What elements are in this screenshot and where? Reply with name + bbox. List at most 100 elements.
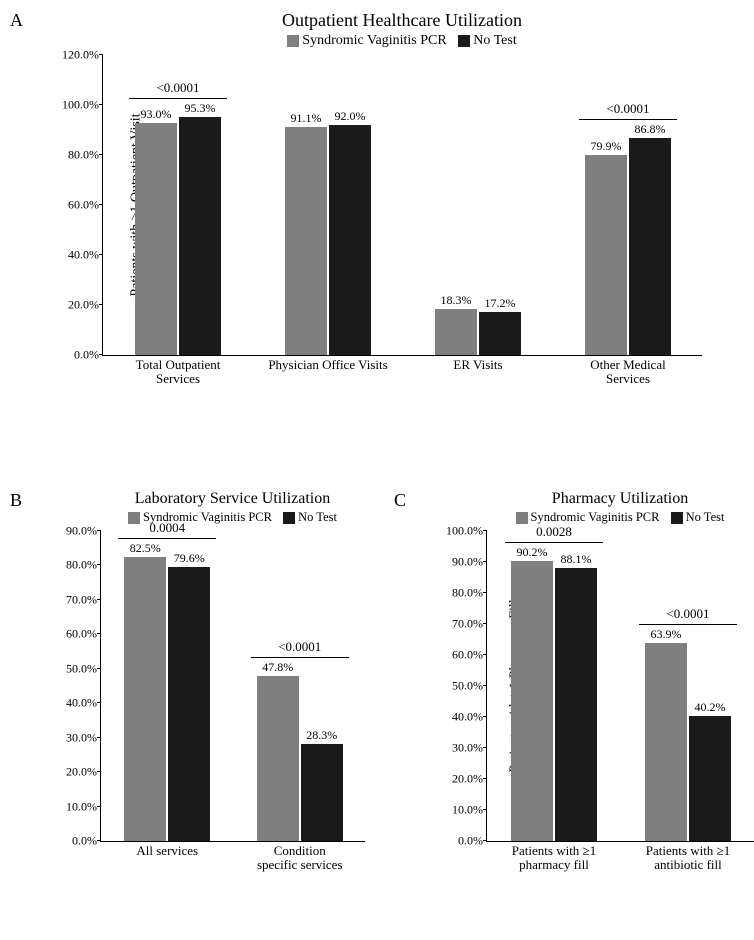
y-tick-label: 80.0%: [437, 586, 483, 601]
y-tick-label: 0.0%: [437, 834, 483, 849]
bar-value-label: 40.2%: [689, 700, 731, 715]
bar-value-label: 93.0%: [135, 107, 177, 122]
y-tick-label: 50.0%: [437, 679, 483, 694]
y-tick-mark: [99, 304, 103, 305]
panel-c-label: C: [394, 490, 406, 511]
panel-a: A Outpatient Healthcare Utilization Synd…: [10, 10, 754, 440]
y-tick-mark: [483, 530, 487, 531]
bar-value-label: 92.0%: [329, 109, 371, 124]
bar-series-2: 79.6%: [168, 567, 210, 841]
x-category-label: Total OutpatientServices: [103, 355, 253, 387]
p-value-annotation: 0.0004: [118, 520, 216, 539]
x-category-label: Other MedicalServices: [553, 355, 703, 387]
bar-series-2: 17.2%: [479, 312, 521, 355]
x-category-label: All services: [101, 841, 234, 858]
y-tick-mark: [99, 154, 103, 155]
panel-c: C Pharmacy Utilization Syndromic Vaginit…: [394, 490, 754, 930]
x-category-label: Conditionspecific services: [234, 841, 367, 873]
bar-series-1: 93.0%: [135, 123, 177, 356]
p-value-annotation: <0.0001: [579, 101, 677, 120]
panel-c-chart: Pharmacy Utilization Syndromic Vaginitis…: [486, 490, 754, 842]
y-tick-label: 50.0%: [51, 661, 97, 676]
bar-series-2: 95.3%: [179, 117, 221, 355]
y-tick-mark: [99, 204, 103, 205]
y-tick-label: 0.0%: [53, 348, 99, 363]
y-tick-label: 20.0%: [53, 298, 99, 313]
p-value-annotation: <0.0001: [251, 639, 349, 658]
bar-series-1: 91.1%: [285, 127, 327, 355]
y-tick-label: 30.0%: [437, 741, 483, 756]
bar-series-2: 86.8%: [629, 138, 671, 355]
bar-value-label: 82.5%: [124, 541, 166, 556]
bar-series-1: 63.9%: [645, 643, 687, 841]
p-value-annotation: <0.0001: [639, 606, 737, 625]
bar-value-label: 88.1%: [555, 552, 597, 567]
bar-series-1: 82.5%: [124, 557, 166, 841]
swatch-s1: [287, 35, 299, 47]
bar-value-label: 47.8%: [257, 660, 299, 675]
panel-a-label: A: [10, 10, 23, 31]
bar-value-label: 95.3%: [179, 101, 221, 116]
y-tick-label: 90.0%: [437, 555, 483, 570]
legend-s1-label: Syndromic Vaginitis PCR: [531, 510, 660, 524]
y-tick-label: 60.0%: [51, 627, 97, 642]
y-tick-mark: [483, 685, 487, 686]
bar-value-label: 63.9%: [645, 627, 687, 642]
y-tick-label: 100.0%: [437, 524, 483, 539]
y-tick-mark: [97, 633, 101, 634]
y-tick-mark: [483, 809, 487, 810]
swatch-s2: [283, 512, 295, 524]
y-tick-label: 10.0%: [51, 799, 97, 814]
panel-a-legend: Syndromic Vaginitis PCR No Test: [102, 33, 702, 49]
legend-series-2: No Test: [671, 510, 725, 525]
y-tick-label: 60.0%: [437, 648, 483, 663]
panel-c-title: Pharmacy Utilization: [486, 490, 754, 508]
legend-series-1: Syndromic Vaginitis PCR: [516, 510, 660, 525]
row-bc: B Laboratory Service Utilization Syndrom…: [10, 490, 754, 930]
bar-series-1: 47.8%: [257, 676, 299, 841]
bar-series-1: 18.3%: [435, 309, 477, 355]
y-tick-mark: [99, 254, 103, 255]
y-tick-mark: [483, 654, 487, 655]
panel-b-title: Laboratory Service Utilization: [100, 490, 365, 508]
y-tick-mark: [483, 747, 487, 748]
swatch-s1: [516, 512, 528, 524]
panel-b-chart: Laboratory Service Utilization Syndromic…: [100, 490, 365, 842]
y-tick-mark: [97, 668, 101, 669]
swatch-s2: [671, 512, 683, 524]
bar-series-2: 40.2%: [689, 716, 731, 841]
bar-value-label: 86.8%: [629, 122, 671, 137]
panel-b-plot: Patients with ≥1 Laboratory Event 0.0%10…: [100, 531, 365, 842]
bar-value-label: 91.1%: [285, 111, 327, 126]
y-tick-label: 20.0%: [51, 765, 97, 780]
bar-series-1: 90.2%: [511, 561, 553, 841]
y-tick-label: 30.0%: [51, 730, 97, 745]
legend-s2-label: No Test: [686, 510, 725, 524]
bar-value-label: 79.6%: [168, 551, 210, 566]
y-tick-mark: [97, 702, 101, 703]
panel-a-title: Outpatient Healthcare Utilization: [102, 10, 702, 31]
y-tick-mark: [99, 104, 103, 105]
bar-value-label: 90.2%: [511, 545, 553, 560]
y-tick-label: 60.0%: [53, 198, 99, 213]
y-tick-mark: [97, 771, 101, 772]
y-tick-mark: [97, 599, 101, 600]
x-category-label: Physician Office Visits: [253, 355, 403, 372]
y-tick-label: 40.0%: [53, 248, 99, 263]
y-tick-label: 40.0%: [437, 710, 483, 725]
x-category-label: Patients with ≥1antibiotic fill: [621, 841, 754, 873]
panel-a-chart: Outpatient Healthcare Utilization Syndro…: [102, 10, 702, 356]
bar-value-label: 28.3%: [301, 728, 343, 743]
y-tick-label: 40.0%: [51, 696, 97, 711]
y-tick-label: 10.0%: [437, 803, 483, 818]
y-tick-mark: [99, 54, 103, 55]
y-tick-label: 70.0%: [51, 592, 97, 607]
y-tick-label: 80.0%: [51, 558, 97, 573]
p-value-annotation: <0.0001: [129, 80, 227, 99]
legend-series-2: No Test: [458, 33, 516, 49]
bar-value-label: 17.2%: [479, 296, 521, 311]
x-category-label: ER Visits: [403, 355, 553, 372]
legend-s1-label: Syndromic Vaginitis PCR: [302, 33, 446, 48]
legend-s2-label: No Test: [298, 510, 337, 524]
panel-b: B Laboratory Service Utilization Syndrom…: [10, 490, 375, 930]
